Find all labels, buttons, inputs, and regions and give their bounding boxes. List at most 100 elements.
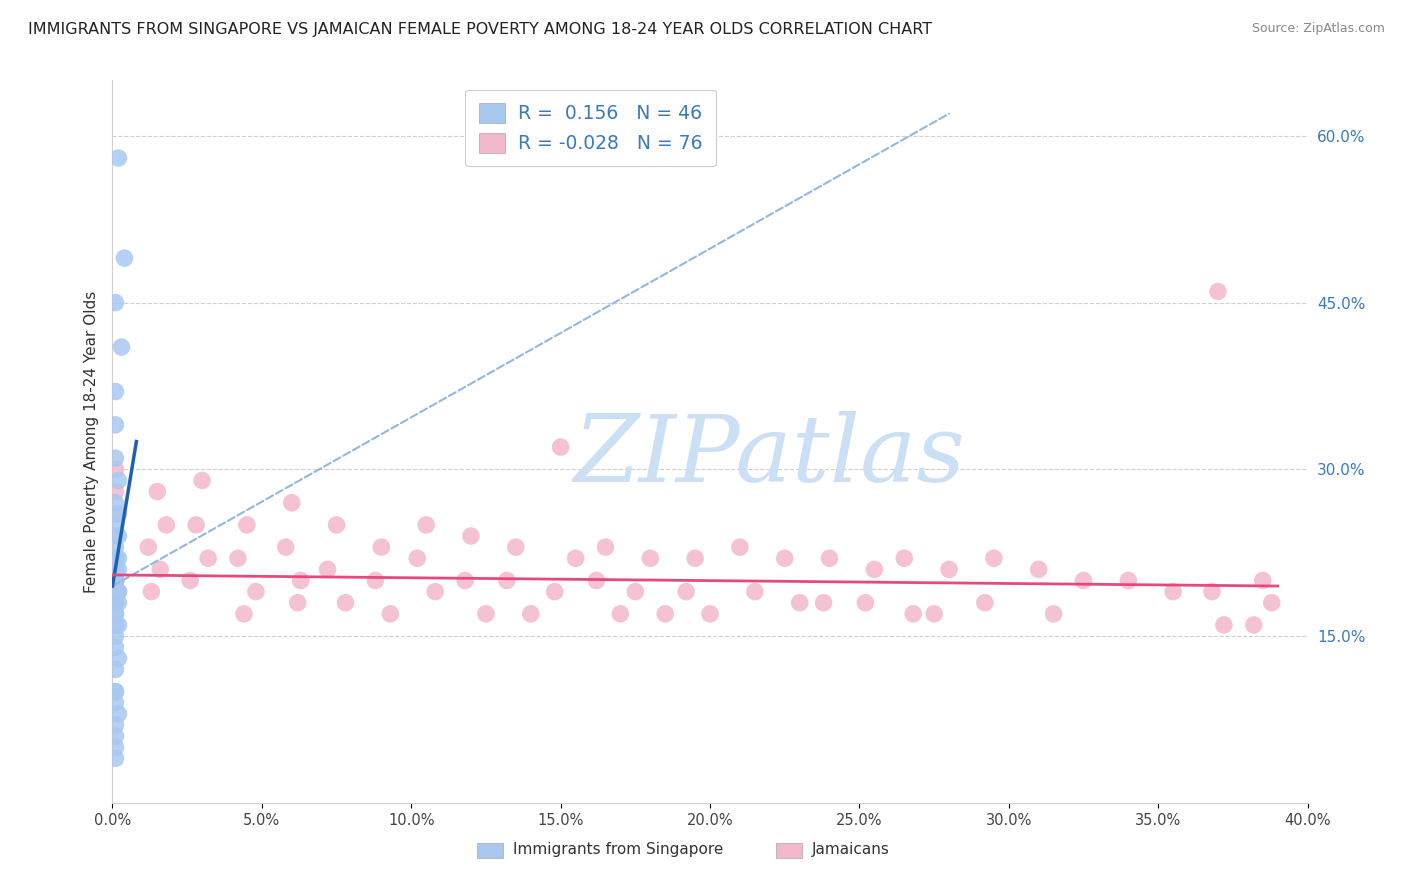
- Point: [226, 551, 249, 566]
- Point: [245, 584, 267, 599]
- Point: [104, 684, 127, 698]
- Point: [335, 596, 357, 610]
- Point: [107, 551, 129, 566]
- Point: [290, 574, 312, 588]
- Point: [138, 540, 160, 554]
- Point: [543, 584, 565, 599]
- Point: [325, 517, 347, 532]
- Point: [813, 596, 835, 610]
- Point: [186, 517, 208, 532]
- Point: [364, 574, 387, 588]
- Point: [107, 529, 129, 543]
- Point: [104, 295, 127, 310]
- Point: [564, 551, 586, 566]
- Point: [233, 607, 256, 621]
- Point: [1243, 618, 1265, 632]
- Point: [104, 596, 127, 610]
- Point: [903, 607, 925, 621]
- Point: [104, 529, 127, 543]
- Point: [191, 474, 214, 488]
- Point: [104, 596, 127, 610]
- Point: [654, 607, 676, 621]
- Point: [380, 607, 402, 621]
- Point: [1206, 285, 1229, 299]
- Point: [496, 574, 519, 588]
- Point: [863, 562, 886, 576]
- Point: [104, 551, 127, 566]
- Point: [1118, 574, 1140, 588]
- Legend: R =  0.156   N = 46, R = -0.028   N = 76: R = 0.156 N = 46, R = -0.028 N = 76: [465, 90, 716, 166]
- Point: [1213, 618, 1236, 632]
- Point: [550, 440, 572, 454]
- Point: [316, 562, 339, 576]
- Point: [107, 618, 129, 632]
- Point: [104, 540, 127, 554]
- Text: Jamaicans: Jamaicans: [811, 842, 890, 857]
- Point: [107, 584, 129, 599]
- Point: [104, 584, 127, 599]
- Point: [287, 596, 309, 610]
- Point: [585, 574, 607, 588]
- Text: ZIPatlas: ZIPatlas: [574, 411, 966, 501]
- Point: [475, 607, 498, 621]
- Point: [1042, 607, 1064, 621]
- Point: [107, 596, 129, 610]
- Point: [974, 596, 997, 610]
- Point: [104, 751, 127, 765]
- Point: [104, 684, 127, 698]
- Point: [983, 551, 1005, 566]
- Point: [104, 451, 127, 466]
- Point: [104, 384, 127, 399]
- Point: [104, 740, 127, 755]
- Point: [104, 574, 127, 588]
- Point: [425, 584, 447, 599]
- Point: [818, 551, 841, 566]
- Point: [104, 507, 127, 521]
- Point: [454, 574, 477, 588]
- Point: [110, 340, 132, 354]
- Point: [683, 551, 706, 566]
- Point: [104, 729, 127, 743]
- Point: [624, 584, 647, 599]
- Point: [104, 662, 127, 676]
- Point: [675, 584, 697, 599]
- Point: [107, 507, 129, 521]
- Point: [609, 607, 631, 621]
- Text: Immigrants from Singapore: Immigrants from Singapore: [513, 842, 723, 857]
- Point: [107, 584, 129, 599]
- Point: [104, 629, 127, 643]
- Point: [104, 584, 127, 599]
- Point: [370, 540, 392, 554]
- Point: [104, 574, 127, 588]
- Point: [922, 607, 945, 621]
- Point: [104, 484, 127, 499]
- Point: [107, 151, 129, 165]
- Point: [1251, 574, 1274, 588]
- Point: [104, 696, 127, 710]
- Text: Source: ZipAtlas.com: Source: ZipAtlas.com: [1251, 22, 1385, 36]
- Point: [104, 596, 127, 610]
- Point: [104, 496, 127, 510]
- Point: [1261, 596, 1284, 610]
- Point: [114, 251, 135, 265]
- Point: [149, 562, 172, 576]
- FancyBboxPatch shape: [776, 843, 801, 858]
- Point: [699, 607, 721, 621]
- Point: [789, 596, 811, 610]
- Point: [415, 517, 437, 532]
- Text: IMMIGRANTS FROM SINGAPORE VS JAMAICAN FEMALE POVERTY AMONG 18-24 YEAR OLDS CORRE: IMMIGRANTS FROM SINGAPORE VS JAMAICAN FE…: [28, 22, 932, 37]
- Point: [104, 574, 127, 588]
- Point: [107, 706, 129, 721]
- Point: [1161, 584, 1184, 599]
- Point: [236, 517, 259, 532]
- Point: [104, 596, 127, 610]
- Point: [460, 529, 482, 543]
- Point: [104, 607, 127, 621]
- Point: [640, 551, 662, 566]
- Point: [855, 596, 877, 610]
- Point: [104, 618, 127, 632]
- Point: [728, 540, 751, 554]
- Point: [104, 718, 127, 732]
- Point: [146, 484, 169, 499]
- Y-axis label: Female Poverty Among 18-24 Year Olds: Female Poverty Among 18-24 Year Olds: [83, 291, 98, 592]
